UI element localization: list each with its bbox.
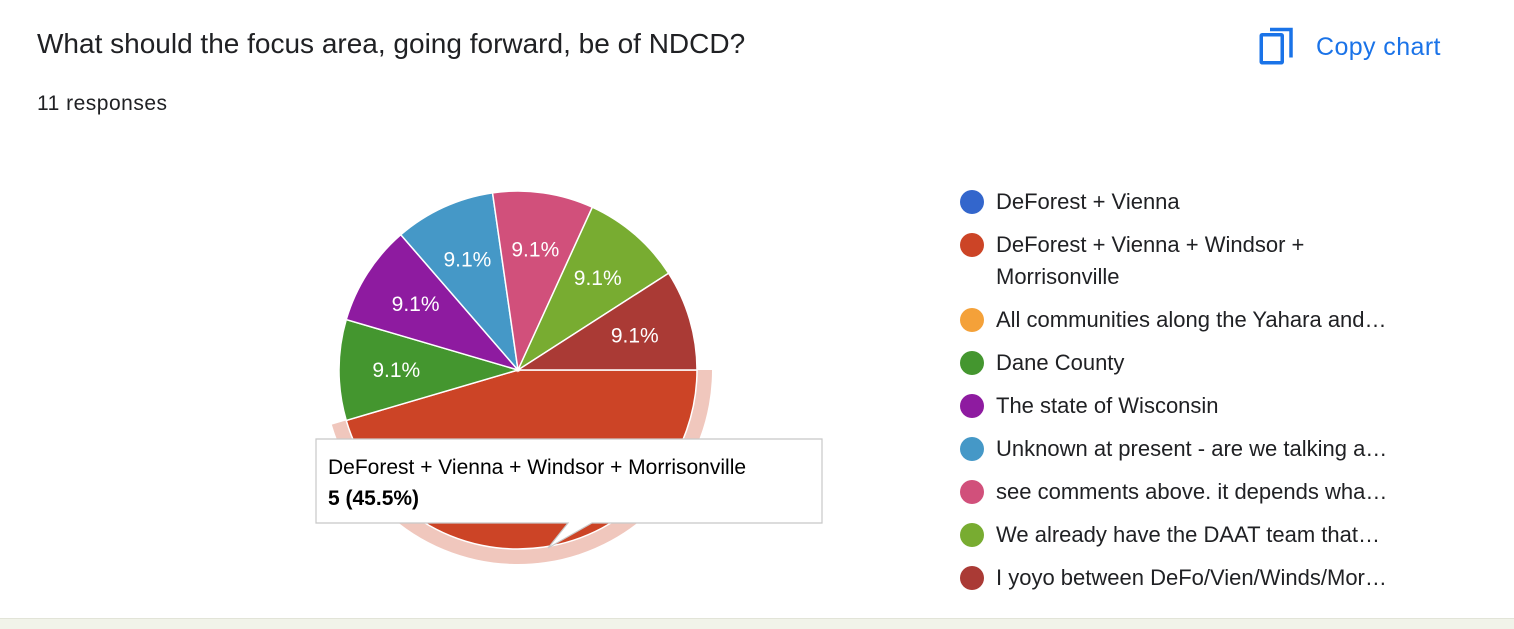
- legend-label: We already have the DAAT team that…: [996, 522, 1380, 547]
- legend-swatch: [960, 394, 984, 418]
- legend-label: All communities along the Yahara and…: [996, 307, 1387, 332]
- pie-slice[interactable]: [338, 318, 521, 422]
- response-count: 11 responses: [37, 92, 168, 115]
- legend-swatch: [960, 233, 984, 257]
- copy-chart-button[interactable]: Copy chart: [1252, 22, 1482, 72]
- legend-item[interactable]: Unknown at present - are we talking a…: [960, 433, 1440, 465]
- legend-item[interactable]: I yoyo between DeFo/Vien/Winds/Mor…: [960, 562, 1440, 594]
- pie-slice[interactable]: [491, 190, 594, 373]
- tooltip-label: DeForest + Vienna + Windsor + Morrisonvi…: [328, 456, 747, 479]
- legend-swatch: [960, 351, 984, 375]
- legend-swatch: [960, 190, 984, 214]
- legend-swatch: [960, 480, 984, 504]
- chart-tooltip: [315, 438, 823, 549]
- slice-label: 9.1%: [611, 325, 659, 348]
- tooltip-value: 5 (45.5%): [328, 487, 420, 510]
- legend-item[interactable]: see comments above. it depends wha…: [960, 476, 1440, 508]
- slice-label: 9.1%: [443, 248, 491, 271]
- legend-label: see comments above. it depends wha…: [996, 479, 1388, 504]
- legend-label: The state of Wisconsin: [996, 393, 1219, 418]
- legend-item[interactable]: DeForest + Vienna + Windsor + Morrisonvi…: [960, 229, 1440, 293]
- slice-label: 9.1%: [574, 267, 622, 290]
- legend-swatch: [960, 566, 984, 590]
- chart-title: What should the focus area, going forwar…: [37, 28, 746, 59]
- legend-swatch: [960, 523, 984, 547]
- legend-label: Dane County: [996, 350, 1125, 375]
- legend-swatch: [960, 437, 984, 461]
- legend-item[interactable]: The state of Wisconsin: [960, 390, 1440, 422]
- footer-band: [0, 618, 1514, 629]
- slice-label: 9.1%: [392, 293, 440, 316]
- legend-item[interactable]: All communities along the Yahara and…: [960, 304, 1440, 336]
- legend-item[interactable]: We already have the DAAT team that…: [960, 519, 1440, 551]
- slice-label: 9.1%: [511, 239, 559, 262]
- copy-icon: [1259, 27, 1293, 65]
- pie-slice[interactable]: [345, 233, 521, 372]
- legend-label: I yoyo between DeFo/Vien/Winds/Mor…: [996, 565, 1387, 590]
- chart-legend: DeForest + Vienna DeForest + Vienna + Win…: [960, 186, 1440, 605]
- slice-label: 9.1%: [372, 359, 420, 382]
- legend-label: DeForest + Vienna: [996, 189, 1180, 214]
- legend-label: DeForest + Vienna + Windsor + Morrisonvi…: [996, 232, 1305, 289]
- legend-swatch: [960, 308, 984, 332]
- pie-slice[interactable]: [515, 272, 698, 371]
- legend-item[interactable]: DeForest + Vienna: [960, 186, 1440, 218]
- pie-slice[interactable]: [399, 191, 520, 373]
- copy-chart-label: Copy chart: [1316, 32, 1441, 61]
- legend-label: Unknown at present - are we talking a…: [996, 436, 1388, 461]
- chart-tooltip-content: DeForest + Vienna + Windsor + Morrisonvi…: [328, 452, 746, 514]
- pie-slice[interactable]: [516, 206, 670, 373]
- legend-item[interactable]: Dane County: [960, 347, 1440, 379]
